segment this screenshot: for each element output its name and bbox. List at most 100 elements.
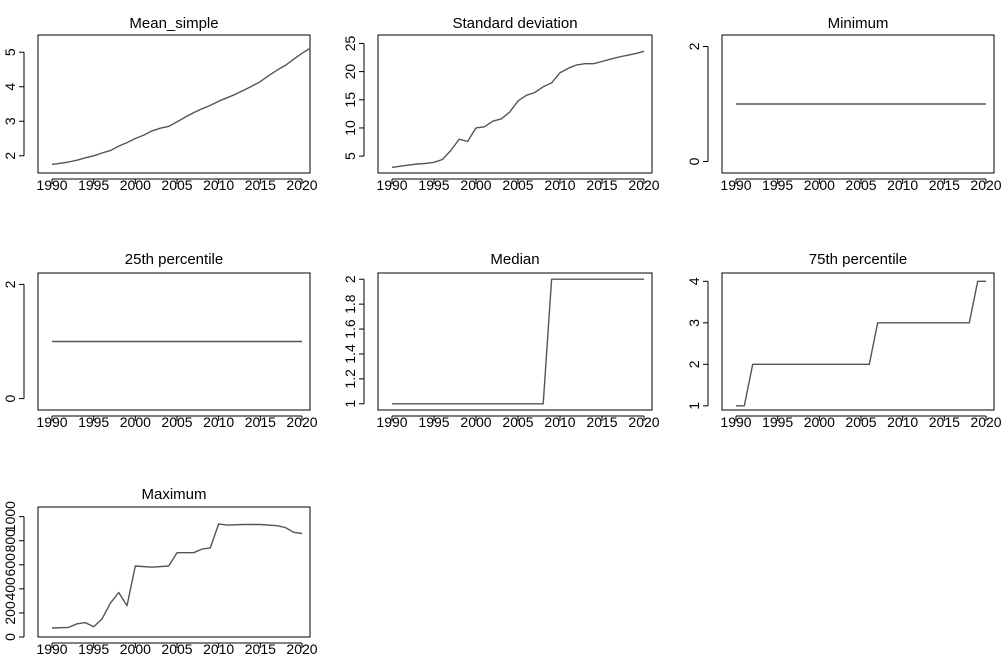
x-tick-label: 2000 (120, 414, 151, 430)
x-tick-label: 2000 (120, 641, 151, 657)
plot-area-frame (37, 272, 311, 411)
chart-title: Median (490, 251, 539, 268)
y-tick-label: 200 (2, 601, 18, 625)
x-tick-label: 2010 (544, 177, 575, 193)
x-tick-label: 2020 (970, 414, 1001, 430)
x-tick-label: 1990 (376, 177, 407, 193)
series-line (392, 278, 644, 405)
y-tick-label: 20 (342, 64, 358, 80)
y-tick-label: 2 (2, 280, 18, 288)
y-tick-label: 1.2 (342, 369, 358, 389)
series-line (391, 50, 645, 169)
x-tick-label: 2005 (161, 414, 192, 430)
y-tick-label: 2 (686, 360, 702, 368)
series-line (51, 47, 311, 166)
x-tick-label: 2005 (161, 641, 192, 657)
series-line (51, 523, 303, 629)
x-tick-label: 1990 (36, 414, 67, 430)
x-tick-label: 2020 (970, 177, 1001, 193)
x-tick-label: 2000 (804, 414, 835, 430)
y-tick-label: 4 (2, 83, 18, 91)
x-tick-label: 2020 (628, 177, 659, 193)
x-tick-label: 2020 (628, 414, 659, 430)
x-tick-label: 1995 (78, 414, 109, 430)
x-tick-label: 2000 (120, 177, 151, 193)
chart-panel: Mean_simple 2 3 4 5 1990 1995 2000 2005 2010 2015 2… (2, 15, 318, 193)
y-tick-label: 1 (342, 400, 358, 408)
x-tick-label: 1995 (78, 177, 109, 193)
x-tick-label: 1990 (36, 177, 67, 193)
y-tick-label: 600 (2, 553, 18, 577)
x-tick-label: 2010 (887, 177, 918, 193)
chart-title: 25th percentile (125, 251, 223, 268)
x-tick-label: 2015 (929, 414, 960, 430)
y-tick-label: 5 (342, 152, 358, 160)
y-tick-label: 0 (2, 633, 18, 641)
chart-title: Standard deviation (452, 15, 577, 32)
x-tick-label: 2010 (203, 414, 234, 430)
plot-area-frame (37, 34, 311, 174)
y-tick-label: 1.6 (342, 319, 358, 339)
plot-area-frame (377, 34, 653, 174)
y-tick-label: 15 (342, 92, 358, 108)
y-tick-label: 2 (686, 42, 702, 50)
chart-panel: Median 1 1.2 1.4 1.6 1.8 2 1990 1995 2000 2005 2010… (342, 251, 660, 430)
y-tick-label: 0 (2, 394, 18, 402)
x-tick-label: 2005 (502, 177, 533, 193)
y-tick-label: 2 (342, 275, 358, 283)
chart-panel: Standard deviation 5 10 15 20 25 1990 1995 2000 2… (342, 15, 660, 193)
y-tick-label: 800 (2, 529, 18, 553)
y-tick-label: 4 (686, 277, 702, 285)
chart-panel: 75th percentile 1 2 3 4 1990 1995 2000 2005 2010 2… (686, 251, 1002, 430)
x-tick-label: 1995 (418, 414, 449, 430)
plot-area-frame (37, 506, 311, 638)
x-tick-label: 2015 (245, 177, 276, 193)
y-tick-label: 10 (342, 120, 358, 136)
x-tick-label: 2010 (203, 177, 234, 193)
x-tick-label: 1990 (720, 414, 751, 430)
y-tick-label: 400 (2, 577, 18, 601)
x-tick-label: 1995 (762, 177, 793, 193)
x-tick-label: 2005 (161, 177, 192, 193)
y-tick-label: 1000 (2, 501, 18, 532)
chart-panel: Minimum 0 2 1990 1995 2000 2005 2010 2015 2020 (686, 15, 1002, 193)
x-tick-label: 2020 (286, 641, 317, 657)
chart-title: Maximum (141, 486, 206, 503)
x-tick-label: 2010 (203, 641, 234, 657)
x-tick-label: 1995 (418, 177, 449, 193)
x-tick-label: 2015 (586, 414, 617, 430)
x-tick-label: 2005 (845, 177, 876, 193)
x-tick-label: 2005 (502, 414, 533, 430)
chart-title: Minimum (828, 15, 889, 32)
x-tick-label: 2015 (586, 177, 617, 193)
x-tick-label: 1995 (762, 414, 793, 430)
x-tick-label: 1990 (36, 641, 67, 657)
series-line (736, 280, 986, 407)
chart-title: 75th percentile (809, 251, 907, 268)
y-tick-label: 25 (342, 35, 358, 51)
x-tick-label: 2015 (245, 641, 276, 657)
x-tick-label: 2020 (286, 177, 317, 193)
x-tick-label: 1990 (720, 177, 751, 193)
x-tick-label: 2020 (286, 414, 317, 430)
y-tick-label: 3 (2, 117, 18, 125)
chart-title: Mean_simple (129, 15, 218, 32)
plot-area-frame (377, 272, 653, 411)
plot-area-frame (721, 272, 995, 411)
chart-panel: 25th percentile 0 2 1990 1995 2000 2005 2010 201… (2, 251, 318, 430)
x-tick-label: 2015 (929, 177, 960, 193)
x-tick-label: 1990 (376, 414, 407, 430)
y-tick-label: 2 (2, 152, 18, 160)
y-tick-label: 3 (686, 319, 702, 327)
x-tick-label: 2000 (460, 414, 491, 430)
x-tick-label: 2000 (804, 177, 835, 193)
x-tick-label: 2005 (845, 414, 876, 430)
y-tick-label: 0 (686, 157, 702, 165)
x-tick-label: 2015 (245, 414, 276, 430)
x-tick-label: 2010 (544, 414, 575, 430)
y-tick-label: 1.8 (342, 294, 358, 314)
x-tick-label: 2010 (887, 414, 918, 430)
y-tick-label: 1.4 (342, 344, 358, 364)
